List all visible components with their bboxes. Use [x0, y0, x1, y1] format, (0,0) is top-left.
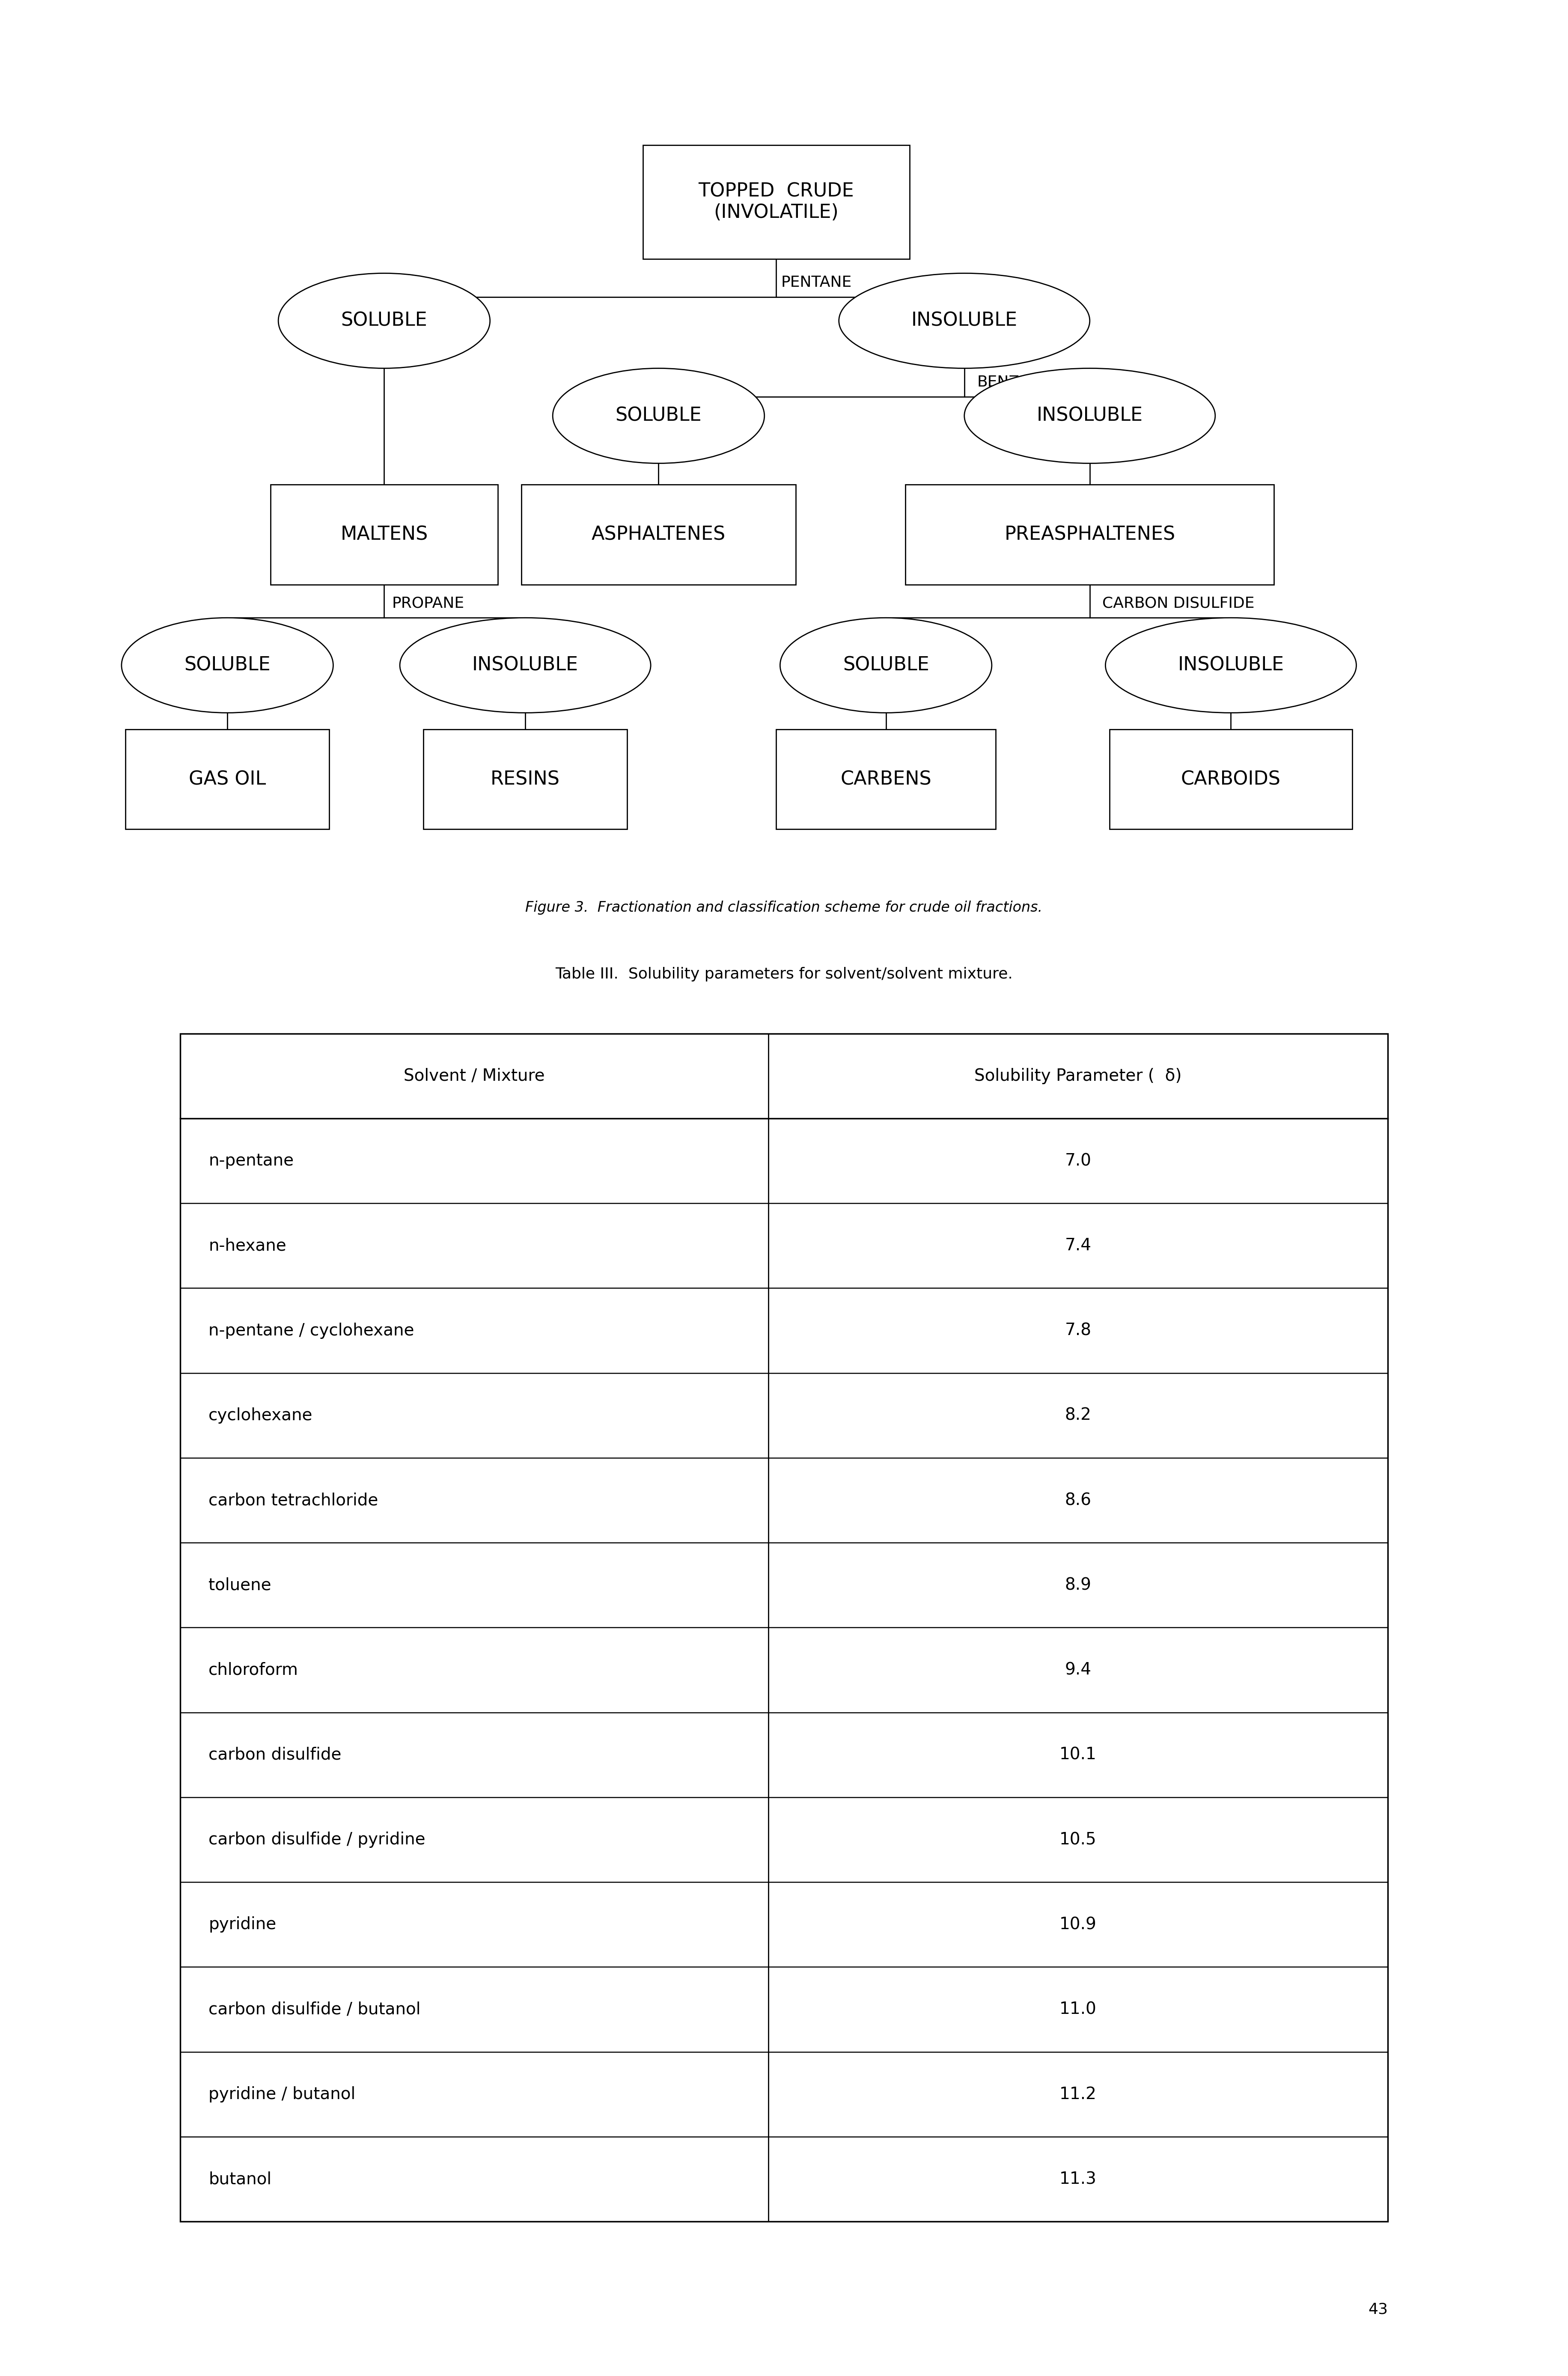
Text: toluene: toluene [209, 1578, 271, 1594]
Text: 7.8: 7.8 [1065, 1323, 1091, 1338]
Text: Solubility Parameter (  δ): Solubility Parameter ( δ) [974, 1067, 1182, 1083]
Text: INSOLUBLE: INSOLUBLE [472, 656, 579, 675]
Text: carbon tetrachloride: carbon tetrachloride [209, 1492, 378, 1509]
Text: 11.0: 11.0 [1060, 2001, 1096, 2017]
Text: Figure 3.  Fractionation and classification scheme for crude oil fractions.: Figure 3. Fractionation and classificati… [525, 901, 1043, 915]
Ellipse shape [400, 618, 651, 713]
Text: ASPHALTENES: ASPHALTENES [591, 525, 726, 544]
Text: chloroform: chloroform [209, 1661, 298, 1677]
Ellipse shape [121, 618, 332, 713]
Text: carbon disulfide / pyridine: carbon disulfide / pyridine [209, 1832, 425, 1849]
Text: TOPPED  CRUDE
(INVOLATILE): TOPPED CRUDE (INVOLATILE) [698, 183, 855, 221]
FancyBboxPatch shape [270, 485, 497, 584]
FancyBboxPatch shape [905, 485, 1273, 584]
Text: INSOLUBLE: INSOLUBLE [1178, 656, 1284, 675]
Text: 9.4: 9.4 [1065, 1661, 1091, 1677]
Text: n-hexane: n-hexane [209, 1238, 287, 1255]
Text: carbon disulfide / butanol: carbon disulfide / butanol [209, 2001, 420, 2017]
Text: SOLUBLE: SOLUBLE [340, 311, 428, 330]
FancyBboxPatch shape [776, 729, 996, 829]
Text: 10.1: 10.1 [1060, 1746, 1096, 1763]
Text: 11.2: 11.2 [1060, 2086, 1096, 2103]
Text: CARBON DISULFIDE: CARBON DISULFIDE [1102, 596, 1254, 611]
Text: CARBOIDS: CARBOIDS [1181, 770, 1281, 789]
Text: 8.2: 8.2 [1065, 1407, 1091, 1423]
Text: 11.3: 11.3 [1060, 2172, 1096, 2188]
Text: CARBENS: CARBENS [840, 770, 931, 789]
Text: Solvent / Mixture: Solvent / Mixture [405, 1067, 544, 1083]
Text: PENTANE: PENTANE [781, 276, 851, 290]
FancyBboxPatch shape [125, 729, 329, 829]
Text: carbon disulfide: carbon disulfide [209, 1746, 342, 1763]
Text: n-pentane: n-pentane [209, 1152, 293, 1169]
Text: SOLUBLE: SOLUBLE [842, 656, 930, 675]
Text: INSOLUBLE: INSOLUBLE [1036, 406, 1143, 425]
Text: BENZENE: BENZENE [977, 375, 1051, 390]
Text: PROPANE: PROPANE [392, 596, 464, 611]
FancyBboxPatch shape [1110, 729, 1352, 829]
Ellipse shape [552, 368, 764, 463]
FancyBboxPatch shape [521, 485, 797, 584]
Text: PREASPHALTENES: PREASPHALTENES [1005, 525, 1174, 544]
FancyBboxPatch shape [643, 145, 909, 259]
Text: RESINS: RESINS [491, 770, 560, 789]
Text: 10.9: 10.9 [1060, 1917, 1096, 1932]
Ellipse shape [278, 273, 489, 368]
Text: 7.0: 7.0 [1065, 1152, 1091, 1169]
Ellipse shape [781, 618, 991, 713]
Text: butanol: butanol [209, 2172, 271, 2188]
Ellipse shape [1105, 618, 1356, 713]
Text: MALTENS: MALTENS [340, 525, 428, 544]
Text: n-pentane / cyclohexane: n-pentane / cyclohexane [209, 1323, 414, 1338]
Text: INSOLUBLE: INSOLUBLE [911, 311, 1018, 330]
Text: 43: 43 [1367, 2302, 1388, 2317]
Text: Table III.  Solubility parameters for solvent/solvent mixture.: Table III. Solubility parameters for sol… [555, 967, 1013, 981]
Text: cyclohexane: cyclohexane [209, 1407, 312, 1423]
Text: 7.4: 7.4 [1065, 1238, 1091, 1255]
Text: pyridine / butanol: pyridine / butanol [209, 2086, 356, 2103]
Text: pyridine: pyridine [209, 1917, 276, 1932]
FancyBboxPatch shape [423, 729, 627, 829]
Text: 10.5: 10.5 [1060, 1832, 1096, 1849]
Text: SOLUBLE: SOLUBLE [615, 406, 702, 425]
Text: 8.6: 8.6 [1065, 1492, 1091, 1509]
FancyBboxPatch shape [180, 1034, 1388, 2222]
Text: GAS OIL: GAS OIL [188, 770, 267, 789]
Text: SOLUBLE: SOLUBLE [183, 656, 271, 675]
Ellipse shape [839, 273, 1090, 368]
Text: 8.9: 8.9 [1065, 1578, 1091, 1594]
Ellipse shape [964, 368, 1215, 463]
